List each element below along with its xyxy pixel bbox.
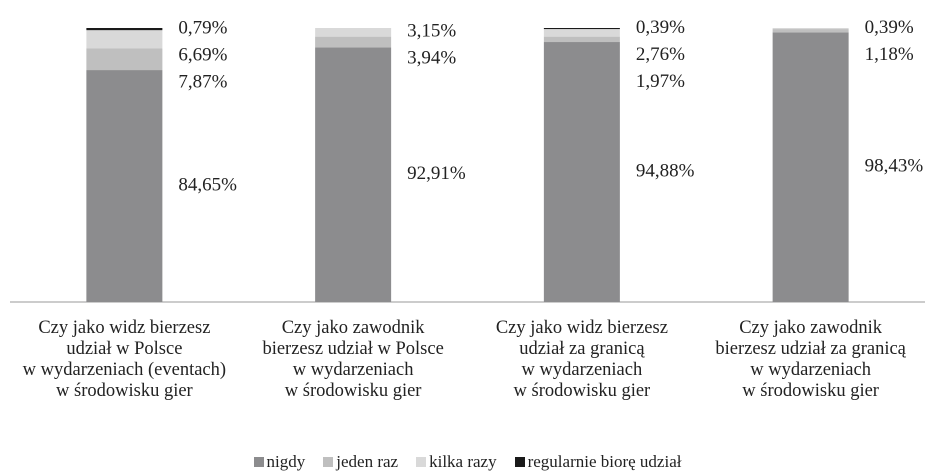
legend-item: jeden raz	[323, 452, 398, 472]
legend: nigdy jeden raz kilka razy regularnie biorę…	[0, 452, 935, 472]
data-label: 0,39%	[636, 17, 685, 38]
bar-segment	[86, 48, 163, 71]
x-tick-label: Czy jako zawodnik bierzesz udział za gra…	[715, 318, 906, 401]
data-label: 0,79%	[178, 17, 227, 38]
data-label: 3,94%	[407, 48, 456, 69]
bar-segment	[86, 28, 163, 31]
legend-item: regularnie biorę udział	[514, 452, 682, 472]
legend-swatch	[253, 457, 264, 467]
data-label: 2,76%	[636, 44, 685, 65]
bar-segment	[543, 28, 620, 30]
bar-segment	[772, 32, 849, 303]
x-tick-label: Czy jako widz bierzesz udział za granicą…	[495, 318, 668, 401]
data-label: 3,15%	[407, 21, 456, 42]
legend-item: kilka razy	[416, 452, 497, 472]
data-label: 7,87%	[178, 71, 227, 92]
data-label: 84,65%	[178, 174, 237, 195]
bar-segment	[772, 29, 849, 33]
data-label: 1,18%	[865, 44, 914, 65]
data-label: 1,97%	[636, 71, 685, 92]
data-label: 98,43%	[865, 156, 924, 177]
bar-segment	[543, 42, 620, 302]
x-tick-label: Czy jako zawodnik bierzesz udział w Pols…	[262, 318, 444, 401]
bar-segment	[86, 70, 163, 303]
bar-segment	[315, 36, 392, 48]
legend-swatch	[416, 457, 427, 467]
legend-label: regularnie biorę udział	[527, 452, 682, 471]
bar-segment	[543, 36, 620, 43]
bar-segment	[86, 30, 163, 49]
bar-segment	[772, 28, 849, 30]
bar-segment	[315, 47, 392, 302]
legend-label: kilka razy	[429, 452, 497, 471]
data-label: 6,69%	[178, 44, 227, 65]
legend-swatch	[323, 457, 334, 467]
bar-segment	[315, 28, 392, 37]
legend-label: jeden raz	[336, 452, 399, 471]
data-label: 92,91%	[407, 163, 466, 184]
data-label: 94,88%	[636, 160, 695, 181]
bar-segment	[543, 29, 620, 37]
legend-label: nigdy	[266, 452, 306, 471]
x-tick-label: Czy jako widz bierzesz udział w Polsce w…	[22, 318, 227, 401]
legend-item: nigdy	[253, 452, 306, 472]
data-label: 0,39%	[865, 17, 914, 38]
legend-swatch	[514, 457, 525, 467]
